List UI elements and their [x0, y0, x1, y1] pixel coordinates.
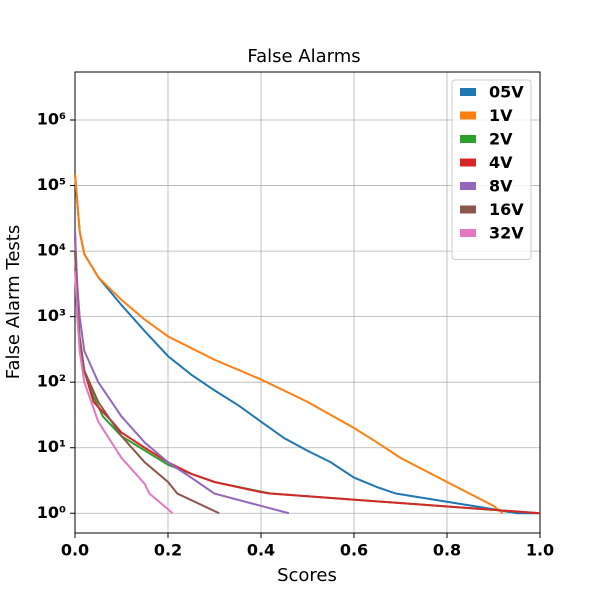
- y-tick-label: 10¹: [37, 437, 66, 456]
- legend-swatch: [460, 205, 476, 214]
- x-tick-label: 0.8: [433, 541, 461, 560]
- y-axis-label: False Alarm Tests: [3, 225, 24, 379]
- x-axis-label: Scores: [277, 565, 337, 586]
- x-tick-label: 0.0: [61, 541, 89, 560]
- y-tick-label: 10³: [37, 306, 66, 325]
- legend-swatch: [460, 111, 476, 120]
- legend-swatch: [460, 135, 476, 143]
- legend-swatch: [460, 182, 476, 190]
- series-line: [74, 173, 540, 515]
- legend-swatch: [460, 88, 476, 96]
- plot-frame: [74, 71, 541, 534]
- series-line: [74, 231, 541, 515]
- series-line: [74, 231, 541, 515]
- legend-label: 32V: [489, 224, 524, 243]
- legend-label: 05V: [489, 83, 524, 102]
- x-tick-label: 1.0: [526, 541, 554, 560]
- legend-label: 16V: [489, 200, 524, 219]
- legend-box: [451, 79, 532, 260]
- chart-title: False Alarms: [247, 46, 360, 67]
- y-tick-label: 10⁴: [37, 241, 66, 260]
- y-tick-label: 10⁵: [37, 175, 66, 194]
- legend-label: 4V: [489, 153, 513, 172]
- series-line: [74, 173, 504, 515]
- y-tick-label: 10⁰: [37, 503, 66, 522]
- legend-label: 1V: [489, 106, 513, 125]
- legend-swatch: [460, 229, 476, 237]
- legend-label: 2V: [489, 130, 513, 149]
- series-line: [74, 270, 174, 515]
- legend-swatch: [460, 158, 476, 167]
- x-tick-label: 0.4: [247, 541, 275, 560]
- x-tick-label: 0.6: [340, 541, 368, 560]
- y-tick-label: 10²: [37, 372, 66, 391]
- legend-label: 8V: [489, 177, 513, 196]
- x-tick-label: 0.2: [154, 541, 182, 560]
- legend: 05V 1V 2V 4V 8V 16V 32V: [451, 79, 532, 260]
- series-line: [74, 231, 290, 515]
- y-tick-label: 10⁶: [37, 110, 66, 129]
